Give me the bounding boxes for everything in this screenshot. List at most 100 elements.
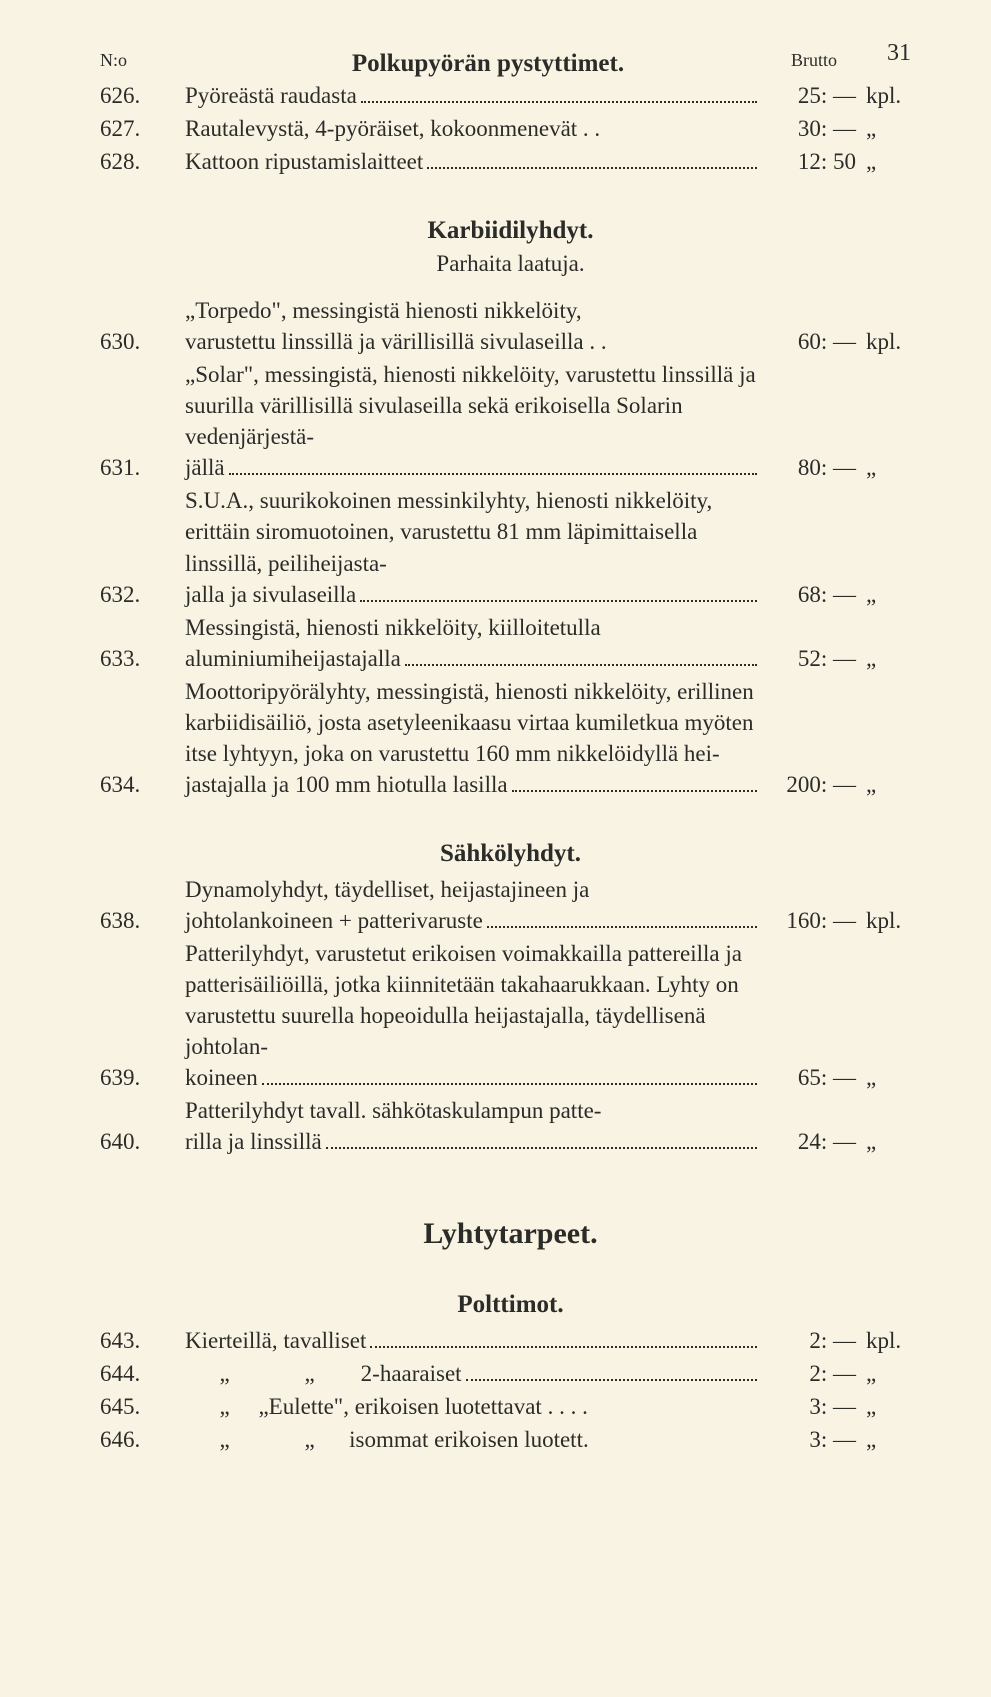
item-price: 12: 50 bbox=[761, 146, 856, 177]
item-number: 644. bbox=[100, 1358, 185, 1389]
item-price: 52: — bbox=[761, 643, 856, 674]
item-price: 30: — bbox=[761, 113, 856, 144]
item-description: Kattoon ripustamislaitteet bbox=[185, 146, 761, 177]
leader-dots bbox=[466, 1363, 757, 1381]
section-title: Polkupyörän pystyttimet. bbox=[185, 50, 791, 78]
item-price: 80: — bbox=[761, 452, 856, 483]
catalog-row: 627.Rautalevystä, 4-pyöräiset, kokoonmen… bbox=[100, 113, 921, 144]
section-subtitle: Parhaita laatuja. bbox=[100, 251, 921, 277]
item-description-last: johtolankoineen + patterivaruste bbox=[185, 905, 483, 936]
catalog-row: 644. „ „ 2-haaraiset 2: —„ bbox=[100, 1358, 921, 1389]
leader-dots bbox=[370, 1330, 757, 1348]
item-unit: „ bbox=[856, 579, 921, 610]
catalog-row: 638.Dynamolyhdyt, täydelliset, heijastaj… bbox=[100, 874, 921, 936]
item-description-last: Kierteillä, tavalliset bbox=[185, 1325, 366, 1356]
item-description-pre: „Torpedo", messingistä hienosti nikkelöi… bbox=[185, 295, 761, 326]
page-number: 31 bbox=[887, 40, 911, 67]
item-description: Rautalevystä, 4-pyöräiset, kokoonmenevät… bbox=[185, 113, 761, 144]
catalog-row: 639.Patterilyhdyt, varustetut erikoisen … bbox=[100, 938, 921, 1093]
column-header: N:oPolkupyörän pystyttimet.Brutto bbox=[100, 50, 921, 78]
catalog-row: 640.Patterilyhdyt tavall. sähkötaskulamp… bbox=[100, 1095, 921, 1157]
item-unit: kpl. bbox=[856, 905, 921, 936]
leader-dots bbox=[427, 151, 757, 169]
item-description-pre: „Solar", messingistä, hienosti nikkelöit… bbox=[185, 359, 761, 452]
catalog-row: 643.Kierteillä, tavalliset2: —kpl. bbox=[100, 1325, 921, 1356]
section-title: Polttimot. bbox=[100, 1291, 921, 1319]
item-description: Dynamolyhdyt, täydelliset, heijastajinee… bbox=[185, 874, 761, 936]
section-title-large: Lyhtytarpeet. bbox=[100, 1217, 921, 1251]
item-description: Pyöreästä raudasta bbox=[185, 80, 761, 111]
item-description-last: jastajalla ja 100 mm hiotulla lasilla bbox=[185, 769, 508, 800]
item-unit: „ bbox=[856, 1062, 921, 1093]
leader-dots bbox=[262, 1067, 757, 1085]
item-price: 25: — bbox=[761, 80, 856, 111]
item-description-last: aluminiumiheijastajalla bbox=[185, 643, 401, 674]
item-number: 631. bbox=[100, 452, 185, 483]
item-description-pre: Moottoripyörälyhty, messingistä, hienost… bbox=[185, 676, 761, 769]
item-number: 646. bbox=[100, 1424, 185, 1455]
section-title: Sähkölyhdyt. bbox=[100, 840, 921, 868]
item-number: 632. bbox=[100, 579, 185, 610]
item-description: „ „Eulette", erikoisen luotettavat . . .… bbox=[185, 1391, 761, 1422]
catalog-row: 626.Pyöreästä raudasta 25: —kpl. bbox=[100, 80, 921, 111]
item-price: 2: — bbox=[761, 1358, 856, 1389]
item-description: Patterilyhdyt, varustetut erikoisen voim… bbox=[185, 938, 761, 1093]
item-description: Messingistä, hienosti nikkelöity, kiillo… bbox=[185, 612, 761, 674]
catalog-row: 632.S.U.A., suurikokoinen messinkilyhty,… bbox=[100, 485, 921, 609]
item-number: 639. bbox=[100, 1062, 185, 1093]
item-description-pre: Dynamolyhdyt, täydelliset, heijastajinee… bbox=[185, 874, 761, 905]
item-price: 3: — bbox=[761, 1424, 856, 1455]
item-number: 640. bbox=[100, 1126, 185, 1157]
item-description-last: Kattoon ripustamislaitteet bbox=[185, 146, 423, 177]
item-description-last: Pyöreästä raudasta bbox=[185, 80, 357, 111]
catalog-row: 630.„Torpedo", messingistä hienosti nikk… bbox=[100, 295, 921, 357]
item-description-pre: S.U.A., suurikokoinen messinkilyhty, hie… bbox=[185, 485, 761, 578]
item-description-last: jalla ja sivulaseilla bbox=[185, 579, 356, 610]
item-price: 200: — bbox=[761, 769, 856, 800]
item-price: 2: — bbox=[761, 1325, 856, 1356]
item-description: Kierteillä, tavalliset bbox=[185, 1325, 761, 1356]
item-description-last: „ „ isommat erikoisen luotett. bbox=[185, 1424, 589, 1455]
item-unit: „ bbox=[856, 1424, 921, 1455]
catalog-row: 631.„Solar", messingistä, hienosti nikke… bbox=[100, 359, 921, 483]
item-description-last: „ „Eulette", erikoisen luotettavat . . .… bbox=[185, 1391, 588, 1422]
item-unit: „ bbox=[856, 1358, 921, 1389]
item-description: „Solar", messingistä, hienosti nikkelöit… bbox=[185, 359, 761, 483]
item-number: 645. bbox=[100, 1391, 185, 1422]
item-description: S.U.A., suurikokoinen messinkilyhty, hie… bbox=[185, 485, 761, 609]
item-price: 68: — bbox=[761, 579, 856, 610]
item-description-last: rilla ja linssillä bbox=[185, 1126, 322, 1157]
item-unit: „ bbox=[856, 1126, 921, 1157]
item-number: 633. bbox=[100, 643, 185, 674]
item-price: 3: — bbox=[761, 1391, 856, 1422]
catalog-row: 633.Messingistä, hienosti nikkelöity, ki… bbox=[100, 612, 921, 674]
item-unit: „ bbox=[856, 769, 921, 800]
item-description-pre: Messingistä, hienosti nikkelöity, kiillo… bbox=[185, 612, 761, 643]
header-left: N:o bbox=[100, 50, 185, 78]
item-description-last: „ „ 2-haaraiset bbox=[185, 1358, 462, 1389]
item-number: 630. bbox=[100, 326, 185, 357]
item-number: 628. bbox=[100, 146, 185, 177]
item-description-last: varustettu linssillä ja värillisillä siv… bbox=[185, 326, 607, 357]
leader-dots bbox=[361, 85, 757, 103]
item-unit: „ bbox=[856, 113, 921, 144]
item-number: 627. bbox=[100, 113, 185, 144]
item-unit: kpl. bbox=[856, 80, 921, 111]
item-description-last: koineen bbox=[185, 1062, 258, 1093]
item-price: 24: — bbox=[761, 1126, 856, 1157]
catalog-row: 628.Kattoon ripustamislaitteet12: 50„ bbox=[100, 146, 921, 177]
leader-dots bbox=[512, 774, 757, 792]
item-description-last: Rautalevystä, 4-pyöräiset, kokoonmenevät… bbox=[185, 113, 600, 144]
leader-dots bbox=[229, 457, 757, 475]
item-number: 638. bbox=[100, 905, 185, 936]
item-description: Patterilyhdyt tavall. sähkötaskulampun p… bbox=[185, 1095, 761, 1157]
item-unit: kpl. bbox=[856, 1325, 921, 1356]
catalog-row: 634.Moottoripyörälyhty, messingistä, hie… bbox=[100, 676, 921, 800]
item-unit: „ bbox=[856, 643, 921, 674]
item-description: Moottoripyörälyhty, messingistä, hienost… bbox=[185, 676, 761, 800]
leader-dots bbox=[405, 648, 757, 666]
item-unit: „ bbox=[856, 452, 921, 483]
item-number: 626. bbox=[100, 80, 185, 111]
item-price: 65: — bbox=[761, 1062, 856, 1093]
item-price: 160: — bbox=[761, 905, 856, 936]
